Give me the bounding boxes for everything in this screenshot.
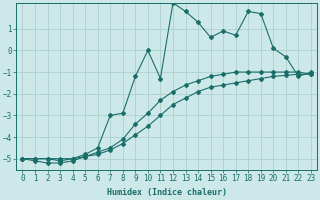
X-axis label: Humidex (Indice chaleur): Humidex (Indice chaleur) bbox=[107, 188, 227, 197]
